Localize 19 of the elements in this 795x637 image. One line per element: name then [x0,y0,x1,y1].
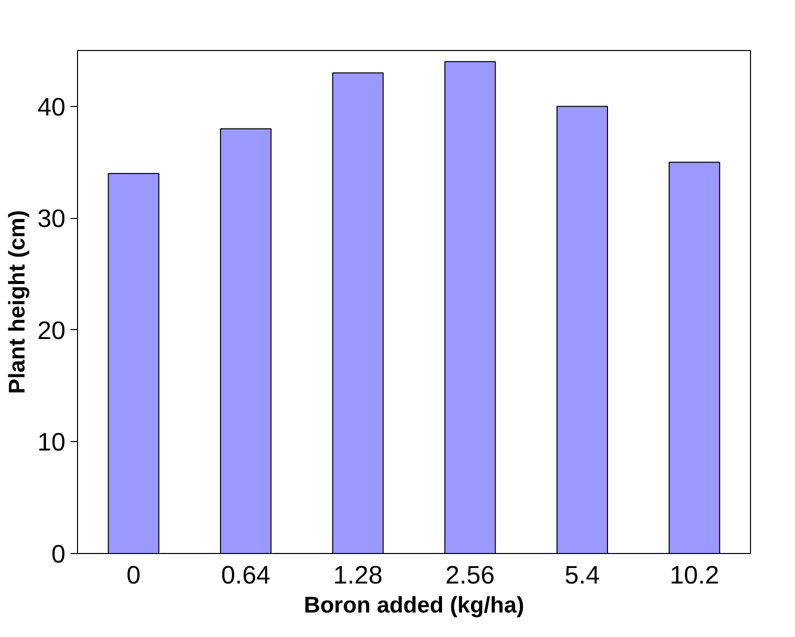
bar [332,72,384,554]
x-tick-label: 0.64 [221,562,270,590]
y-tick-label: 40 [37,93,66,122]
bar [220,128,272,554]
y-tick-label: 20 [37,316,66,345]
bar [444,61,496,554]
x-tick-label: 2.56 [445,562,495,590]
bar [556,106,608,554]
y-tick-label: 30 [37,205,66,234]
x-tick-label: 1.28 [333,562,383,590]
x-tick-label: 5.4 [564,562,600,590]
y-axis-title: Plant height (cm) [3,210,30,394]
y-tick-label: 10 [37,428,66,457]
x-tick-label: 0 [126,562,141,590]
bar [108,172,160,554]
y-tick-label: 0 [51,540,66,568]
bar [668,162,720,554]
x-tick-label: 10.2 [670,562,720,590]
x-axis-title: Boron added (kg/ha) [304,592,524,618]
